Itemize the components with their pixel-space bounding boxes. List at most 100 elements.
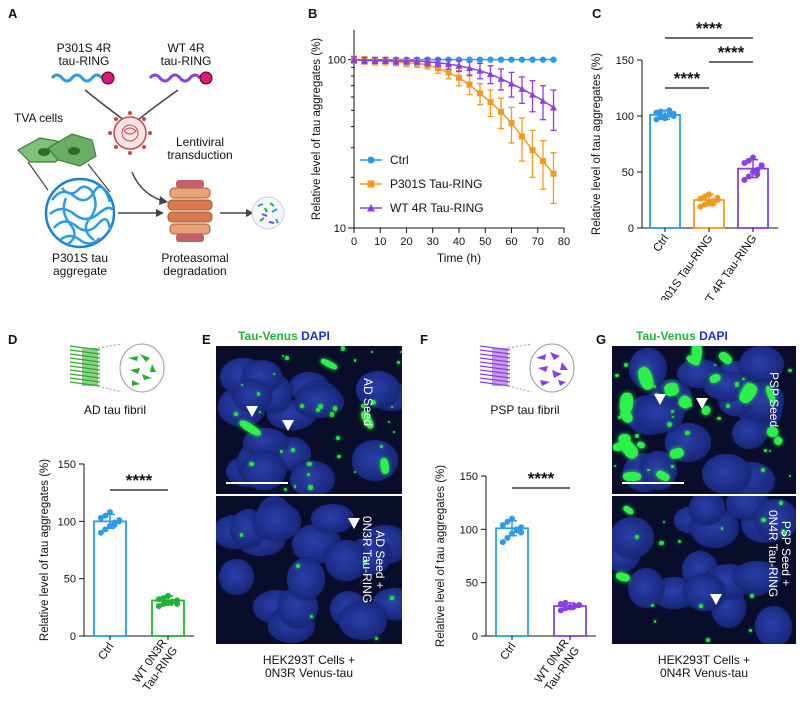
- tau-aggregate-dot: [279, 449, 284, 454]
- bar-point: [706, 191, 712, 198]
- bar-point: [741, 176, 748, 183]
- panel-letter-e: E: [202, 332, 211, 347]
- b-point: [529, 147, 536, 154]
- p301s-tau-ring-label: P301S 4R tau-RING: [56, 41, 112, 68]
- bar-point: [160, 595, 167, 602]
- b-point: [550, 103, 557, 111]
- bar-point: [754, 171, 761, 178]
- panel-letter-a: A: [8, 6, 18, 21]
- tau-aggregate-dot: [623, 362, 628, 367]
- b-point: [361, 56, 368, 64]
- b-point: [455, 56, 463, 63]
- nucleus: [612, 516, 654, 558]
- tau-aggregate-dot: [241, 383, 244, 386]
- b-x-tick-label: 40: [453, 236, 465, 248]
- bar-point: [557, 601, 564, 607]
- bar-point: [562, 599, 569, 606]
- psp-seed-label: PSP Seed: [767, 372, 781, 428]
- bar-point: [509, 530, 515, 537]
- b-point: [371, 56, 379, 64]
- micrograph-ad-seed-tau-ring: [216, 496, 402, 644]
- b-legend-label: Ctrl: [390, 153, 409, 167]
- b-point: [487, 99, 494, 106]
- p301s-tau-strand: [50, 73, 104, 83]
- tau-aggregate-dot: [761, 517, 766, 523]
- b-point: [445, 69, 452, 76]
- bar-point: [513, 526, 520, 533]
- bar-point: [750, 154, 756, 161]
- b-point: [476, 67, 484, 74]
- bar-point: [116, 518, 123, 525]
- bar-point: [155, 603, 162, 610]
- tau-aggregate-dot: [390, 596, 394, 600]
- b-point: [476, 56, 484, 63]
- tau-aggregate-dot: [318, 403, 324, 409]
- bar-point: [97, 529, 104, 536]
- tau-aggregate-dot: [309, 615, 313, 619]
- b-legend-marker: [367, 204, 375, 212]
- bar-category-label: Ctrl: [498, 641, 518, 663]
- b-point: [435, 65, 441, 72]
- tau-aggregate-dot: [353, 358, 357, 362]
- b-x-tick-label: 0: [351, 236, 357, 248]
- ad-seed-label: AD Seed: [361, 378, 375, 427]
- bar-y-tick-label: 150: [58, 459, 76, 471]
- b-point: [413, 57, 421, 65]
- tau-aggregate-dot: [652, 384, 657, 389]
- bar-y-tick-label: 150: [460, 471, 478, 483]
- nucleus: [218, 558, 254, 595]
- arrowhead-marker: [282, 420, 294, 431]
- psp-seed-tau-ring-label: PSP Seed +0N4R Tau-RING: [766, 510, 793, 598]
- b-point: [477, 90, 483, 97]
- nucleus: [356, 371, 401, 408]
- tau-aggregate-dot: [336, 436, 341, 441]
- b-point: [382, 56, 389, 64]
- bar-y-axis-label: Relative level of tau aggregates (%): [591, 53, 603, 235]
- tau-aggregate-dot: [258, 410, 261, 413]
- bar-point: [710, 200, 717, 207]
- b-point: [498, 108, 504, 115]
- bar-point: [499, 522, 506, 529]
- tau-aggregate-dot: [749, 629, 752, 633]
- b-point: [508, 120, 515, 127]
- p301s-ring-domain: [101, 71, 115, 85]
- bar-point: [165, 599, 171, 606]
- bar-point: [97, 514, 104, 521]
- nucleus: [683, 574, 725, 612]
- tau-aggregate-dot: [788, 368, 792, 373]
- b-point: [519, 133, 525, 140]
- bar: [495, 527, 529, 637]
- b-x-tick-label: 10: [374, 236, 386, 248]
- bar-point: [111, 521, 118, 528]
- panel-d-bar-chart: 0 50 100 150 Relative level of tau aggregate…: [39, 459, 194, 694]
- nucleus: [754, 606, 793, 644]
- ad-seed-tau-ring-label: AD Seed +0N3R Tau-RING: [360, 516, 387, 604]
- bar-y-tick-label: 100: [616, 111, 634, 123]
- tau-aggregate-dot: [370, 350, 373, 353]
- tau-aggregate-dot: [760, 468, 766, 473]
- bar-y-tick-label: 0: [628, 223, 634, 235]
- bar-y-tick-label: 100: [460, 524, 478, 536]
- tau-aggregate-dot: [781, 530, 786, 535]
- panel-g-title: Tau-Venus DAPI: [636, 329, 728, 343]
- tau-aggregate-dot: [768, 449, 772, 453]
- nucleus: [732, 416, 768, 449]
- b-point: [434, 59, 442, 66]
- tau-aggregate-dot: [332, 406, 338, 411]
- b-point: [550, 170, 557, 177]
- tau-aggregate-dot: [789, 474, 792, 477]
- tau-aggregate-dot: [387, 420, 390, 423]
- tau-aggregate-dot: [677, 539, 681, 543]
- tau-aggregate-dot: [699, 604, 704, 609]
- micrograph-psp-seed-tau-ring: [612, 496, 796, 644]
- bar-point: [102, 526, 109, 533]
- b-x-tick-label: 30: [427, 236, 439, 248]
- arrowhead-marker: [696, 398, 708, 409]
- bar-y-tick-label: 150: [616, 55, 634, 67]
- nucleus: [688, 496, 725, 526]
- tau-aggregate-dot: [662, 520, 666, 523]
- tau-aggregate-dot: [720, 527, 723, 530]
- tau-aggregate-dot: [653, 620, 657, 623]
- bar-point: [155, 596, 162, 603]
